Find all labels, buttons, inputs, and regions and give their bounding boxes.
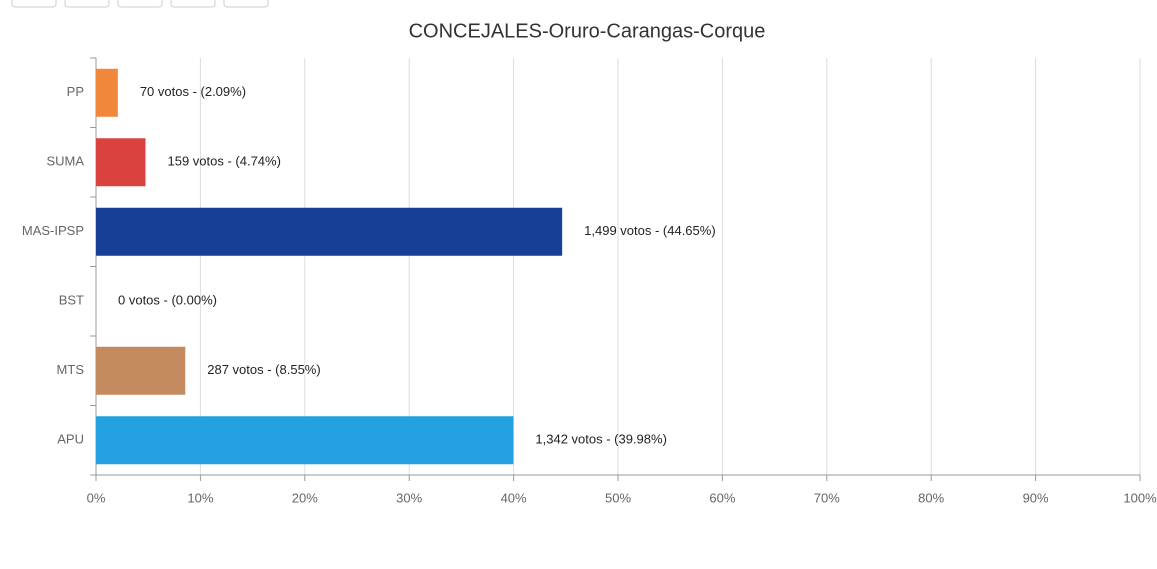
- x-tick-label: 50%: [605, 490, 631, 505]
- toolbar-button[interactable]: [223, 0, 269, 8]
- bar: [96, 138, 146, 187]
- toolbar-button[interactable]: [117, 0, 163, 8]
- value-label: 1,499 votos - (44.65%): [584, 223, 716, 238]
- toolbar-button[interactable]: [11, 0, 57, 8]
- x-tick-label: 20%: [292, 490, 318, 505]
- y-tick-label: MTS: [57, 362, 85, 377]
- x-tick-label: 40%: [501, 490, 527, 505]
- bar: [96, 346, 186, 395]
- y-tick-label: PP: [67, 84, 84, 99]
- x-tick-label: 100%: [1123, 490, 1157, 505]
- x-tick-label: 80%: [918, 490, 944, 505]
- x-tick-label: 70%: [814, 490, 840, 505]
- y-tick-label: BST: [59, 293, 84, 308]
- value-label: 0 votos - (0.00%): [118, 293, 217, 308]
- bar: [96, 416, 514, 465]
- toolbar: [11, 0, 269, 8]
- y-tick-label: APU: [57, 432, 84, 447]
- toolbar-button[interactable]: [170, 0, 216, 8]
- chart-title: CONCEJALES-Oruro-Carangas-Corque: [409, 20, 766, 42]
- toolbar-button[interactable]: [64, 0, 110, 8]
- x-tick-label: 0%: [87, 490, 106, 505]
- value-label: 1,342 votos - (39.98%): [535, 432, 667, 447]
- value-label: 70 votos - (2.09%): [140, 84, 246, 99]
- value-label: 159 votos - (4.74%): [167, 154, 280, 169]
- y-tick-label: SUMA: [46, 154, 84, 169]
- x-tick-label: 90%: [1023, 490, 1049, 505]
- value-label: 287 votos - (8.55%): [207, 362, 320, 377]
- x-tick-label: 30%: [396, 490, 422, 505]
- bar: [96, 68, 118, 117]
- x-tick-label: 60%: [709, 490, 735, 505]
- y-tick-label: MAS-IPSP: [22, 223, 84, 238]
- x-tick-label: 10%: [187, 490, 213, 505]
- bar: [96, 207, 563, 256]
